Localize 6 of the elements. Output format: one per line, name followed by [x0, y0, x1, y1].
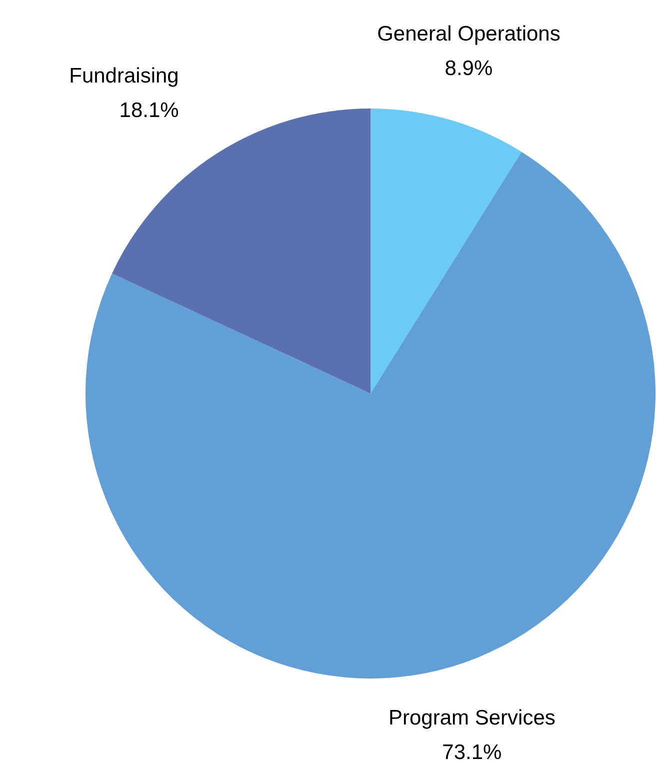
slice-label: General Operations: [377, 22, 560, 46]
data-label: 8.9%: [444, 56, 493, 80]
slice-label: Program Services: [388, 706, 556, 730]
data-label: 73.1%: [442, 740, 502, 764]
slice-label: Fundraising: [69, 64, 179, 88]
data-label: 18.1%: [119, 98, 179, 122]
